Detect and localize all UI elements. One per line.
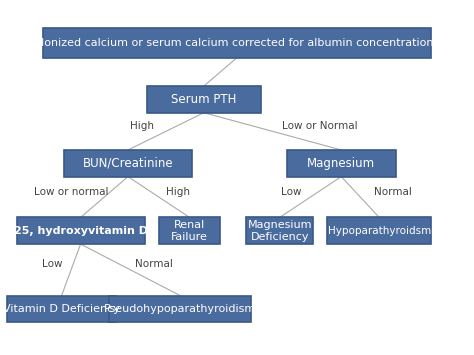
Text: Vitamin D Deficiency: Vitamin D Deficiency: [3, 304, 120, 314]
Text: High: High: [166, 187, 190, 197]
FancyBboxPatch shape: [327, 217, 431, 244]
Text: Normal: Normal: [135, 260, 173, 269]
Text: Low: Low: [281, 187, 302, 197]
FancyBboxPatch shape: [147, 86, 261, 113]
FancyBboxPatch shape: [17, 217, 145, 244]
FancyBboxPatch shape: [64, 150, 192, 176]
FancyBboxPatch shape: [43, 27, 431, 58]
Text: Hypoparathyroidsm: Hypoparathyroidsm: [328, 226, 431, 236]
Text: Normal: Normal: [374, 187, 412, 197]
Text: Low or Normal: Low or Normal: [282, 121, 358, 131]
Text: Pseudohypoparathyroidism: Pseudohypoparathyroidism: [104, 304, 256, 314]
FancyBboxPatch shape: [109, 295, 251, 322]
Text: Low: Low: [42, 260, 63, 269]
Text: Ionized calcium or serum calcium corrected for albumin concentration: Ionized calcium or serum calcium correct…: [41, 38, 433, 48]
Text: Magnesium
Deficiency: Magnesium Deficiency: [247, 220, 312, 241]
Text: Magnesium: Magnesium: [307, 157, 375, 170]
FancyBboxPatch shape: [7, 295, 116, 322]
Text: Serum PTH: Serum PTH: [171, 93, 237, 106]
FancyBboxPatch shape: [246, 217, 313, 244]
Text: Low or normal: Low or normal: [34, 187, 109, 197]
Text: Renal
Failure: Renal Failure: [171, 220, 208, 241]
Text: BUN/Creatinine: BUN/Creatinine: [82, 157, 173, 170]
FancyBboxPatch shape: [159, 217, 220, 244]
Text: 25, hydroxyvitamin D: 25, hydroxyvitamin D: [14, 226, 147, 236]
Text: High: High: [130, 121, 154, 131]
FancyBboxPatch shape: [287, 150, 396, 176]
